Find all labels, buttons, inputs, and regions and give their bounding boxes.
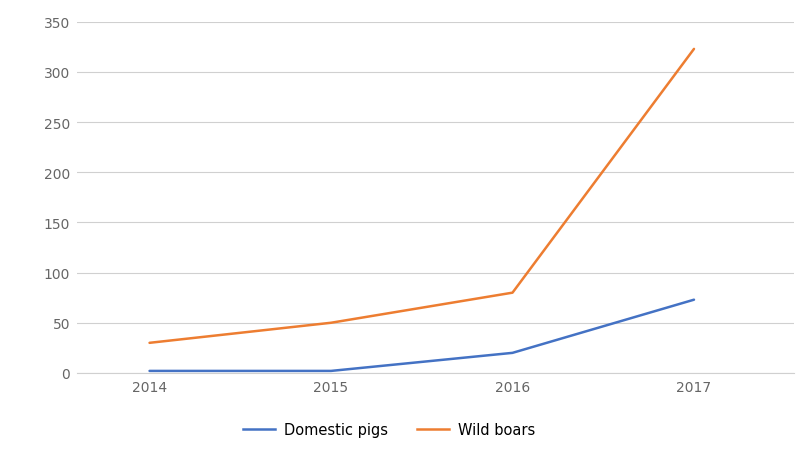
Domestic pigs bbox=[145, 369, 155, 374]
Wild boars bbox=[326, 320, 336, 326]
Wild boars bbox=[689, 47, 699, 52]
Wild boars bbox=[508, 290, 518, 296]
Domestic pigs bbox=[508, 350, 518, 356]
Wild boars bbox=[145, 340, 155, 346]
Line: Domestic pigs: Domestic pigs bbox=[150, 300, 694, 371]
Line: Wild boars: Wild boars bbox=[150, 50, 694, 343]
Legend: Domestic pigs, Wild boars: Domestic pigs, Wild boars bbox=[237, 417, 541, 443]
Domestic pigs bbox=[689, 297, 699, 303]
Domestic pigs bbox=[326, 369, 336, 374]
